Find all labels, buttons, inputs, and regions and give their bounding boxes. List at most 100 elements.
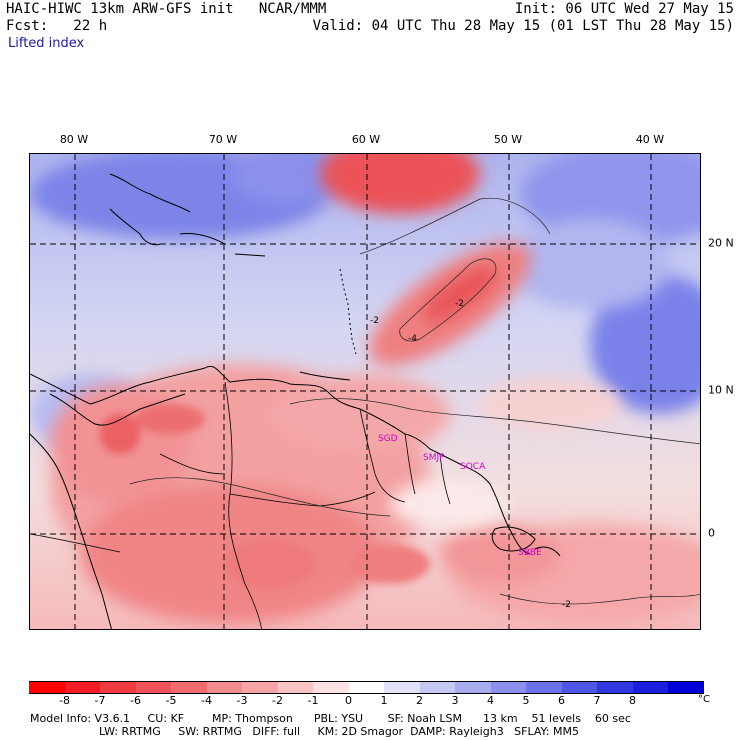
colorbar-tick-label: -8 — [59, 694, 70, 707]
lon-label-50w: 50 W — [493, 133, 523, 146]
colorbar-swatch — [455, 681, 491, 694]
lon-label-60w: 60 W — [351, 133, 381, 146]
contour-label-minus4: -4 — [408, 334, 417, 344]
header-left: HAIC-HIWC 13km ARW-GFS init NCAR/MMM Fcs… — [6, 1, 326, 35]
colorbar-swatch — [313, 681, 349, 694]
lon-label-40w: 40 W — [635, 133, 665, 146]
colorbar-tick-label: 7 — [593, 694, 601, 707]
colorbar-swatch — [384, 681, 420, 694]
unstable-core-para — [350, 544, 430, 584]
colorbar-tick-label: -6 — [130, 694, 141, 707]
colorbar-tick-label: -7 — [94, 694, 106, 707]
contour-core-ne — [399, 258, 497, 342]
contour-label-minus2-antilles: -2 — [370, 316, 379, 326]
contours — [129, 197, 700, 605]
para-coast — [534, 546, 561, 557]
colorbar-swatch — [526, 681, 562, 694]
coastline-jamaica — [109, 208, 161, 246]
init-time: Init: 06 UTC Wed 27 May 15 — [514, 1, 734, 17]
borders — [30, 381, 451, 629]
marajo-island — [491, 526, 536, 552]
unstable-core-ne — [422, 265, 498, 323]
lat-label-0: 0 — [708, 526, 715, 540]
colorbar-swatch — [419, 681, 456, 694]
unstable-zone-north — [320, 154, 480, 214]
unstable-core-amazon — [225, 539, 315, 589]
model-info-line-1: Model Info: V3.6.1 CU: KF MP: Thompson P… — [30, 712, 631, 725]
coastline-cuba — [109, 173, 191, 213]
lon-label-80w: 80 W — [59, 133, 89, 146]
colorbar-tick-label: 3 — [451, 694, 459, 707]
colorbar-tick-label: -3 — [236, 694, 248, 707]
contour-equatorial — [289, 398, 700, 445]
neutral-zone-atlantic — [480, 379, 620, 429]
colorbar-tick-label: -2 — [272, 694, 283, 707]
model-line: HAIC-HIWC 13km ARW-GFS init NCAR/MMM — [6, 1, 327, 17]
coastline-hispaniola — [179, 233, 226, 245]
coastlines — [30, 173, 531, 629]
colorbar-swatch — [277, 681, 314, 694]
stable-zone-east — [590, 274, 700, 414]
model-info-line-2: LW: RRTMG SW: RRTMG DIFF: full KM: 2D Sm… — [99, 725, 579, 738]
colorbar-tick-label: 2 — [416, 694, 423, 707]
colorbar-tick-label: 0 — [345, 694, 352, 707]
lifted-index-map: SGD SMJP SOCA SBBE -2 -4 -2 -2 — [29, 153, 701, 630]
colorbar-swatch — [100, 681, 136, 694]
lat-label-10n: 10 N — [708, 383, 734, 397]
border-ecuador — [159, 453, 226, 475]
colorbar-swatch — [348, 681, 385, 694]
border-french-guiana — [439, 453, 451, 505]
colorbar-swatch — [490, 681, 527, 694]
colorbar-swatch — [29, 681, 65, 694]
colorbar-swatch — [242, 681, 278, 694]
contour-label-minus2-south: -2 — [562, 600, 571, 610]
colorbar-tick-label: -4 — [201, 694, 212, 707]
contour-south — [499, 593, 700, 605]
colorbar-swatch — [206, 681, 243, 694]
unstable-core-panama — [135, 404, 205, 434]
amazon-delta — [491, 526, 561, 557]
border-peru — [30, 533, 121, 553]
colorbar-swatch — [135, 681, 172, 694]
colorbar-tick-label: 8 — [629, 694, 636, 707]
stable-zone-midatlantic — [510, 219, 670, 309]
map-canvas: SGD SMJP SOCA SBBE -2 -4 -2 -2 — [30, 154, 700, 629]
colorbar-tick-label: -5 — [165, 694, 177, 707]
graticule — [30, 154, 700, 629]
colorbar-swatch — [64, 681, 101, 694]
field-name: Lifted index — [8, 36, 85, 51]
lat-label-20n: 20 N — [708, 236, 734, 250]
coastline-puerto-rico — [234, 253, 266, 257]
coastline-trinidad — [299, 371, 351, 381]
colorbar-unit: °C — [698, 694, 710, 705]
station-label-sgd: SGD — [378, 434, 398, 444]
colorbar-swatch — [668, 681, 704, 694]
coastline-central-america — [49, 393, 186, 426]
colorbar-tick-label: -1 — [307, 694, 319, 707]
colorbar-swatch — [632, 681, 669, 694]
contour-amazon — [129, 477, 391, 517]
colorbar-tick-label: 1 — [380, 694, 388, 707]
colorbar-tick-label: 5 — [522, 694, 530, 707]
colorbar-swatch — [597, 681, 633, 694]
station-label-smjp: SMJP — [423, 453, 445, 463]
station-label-sbbe: SBBE — [518, 548, 542, 558]
valid-time: Valid: 04 UTC Thu 28 May 15 (01 LST Thu … — [312, 18, 734, 34]
forecast-hour: Fcst: 22 h — [6, 18, 108, 34]
station-label-soca: SOCA — [460, 462, 486, 472]
coastline-lesser-antilles — [339, 268, 357, 355]
border-colombia-brazil — [224, 381, 263, 629]
contour-label-minus2-ne: -2 — [455, 299, 464, 309]
colorbar-tick-label: 4 — [487, 694, 494, 707]
border-guyana — [359, 408, 406, 503]
colorbar-tick-label: 6 — [558, 694, 565, 707]
border-suriname — [404, 433, 416, 495]
colorbar-swatch — [171, 681, 207, 694]
contour-north — [359, 197, 551, 255]
stable-zone-north — [230, 154, 350, 204]
unstable-zone-amazon-mouth — [440, 524, 560, 584]
colorbar-swatch — [561, 681, 598, 694]
coastline-south-america-north — [30, 366, 531, 555]
lon-label-70w: 70 W — [208, 133, 238, 146]
header-right: Init: 06 UTC Wed 27 May 15 Valid: 04 UTC… — [313, 1, 734, 35]
